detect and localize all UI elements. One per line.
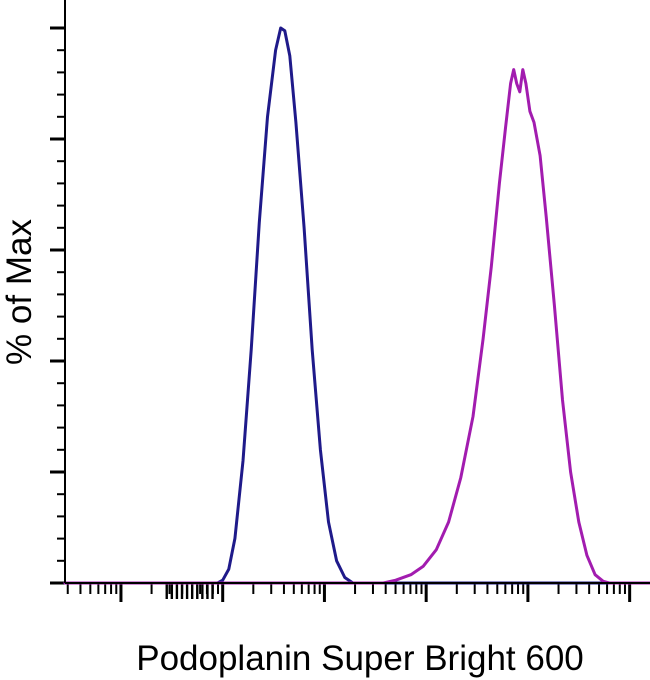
y-axis-ticks [50,26,65,585]
series-line-control [63,26,650,585]
series-line-stained [63,68,650,585]
x-axis-title: Podoplanin Super Bright 600 [136,639,584,678]
series-layer [63,26,650,585]
x-axis-ticks [66,583,632,602]
y-axis-title: % of Max [0,219,39,365]
